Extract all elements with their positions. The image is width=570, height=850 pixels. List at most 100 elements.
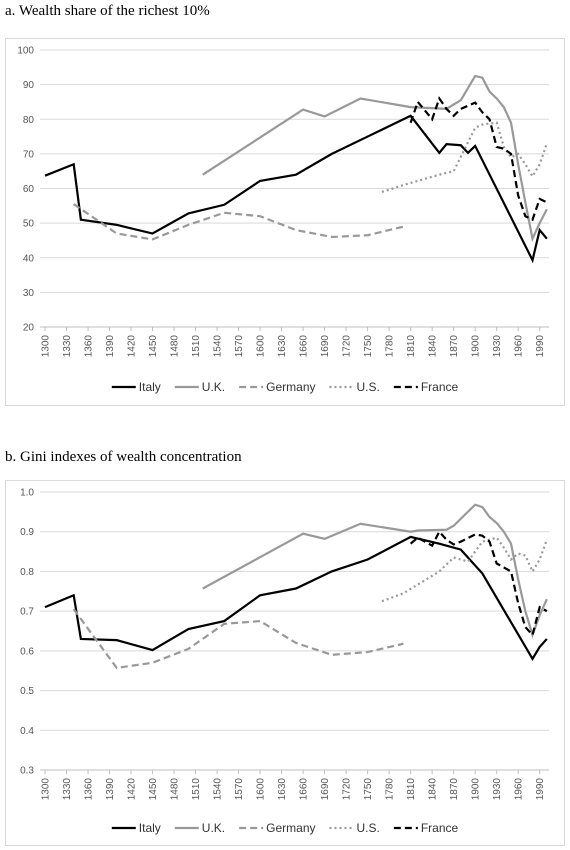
legend-item: France (393, 380, 459, 394)
legend-item: U.K. (174, 821, 225, 835)
legend-item: U.S. (329, 380, 380, 394)
y-tick-label: 50 (23, 219, 35, 230)
chart-title: a. Wealth share of the richest 10% (5, 3, 210, 19)
legend-label: France (421, 380, 459, 394)
series-line (73, 203, 404, 241)
series-line (44, 535, 548, 661)
x-tick-label: 1660 (299, 335, 310, 358)
x-tick-label: 1540 (213, 335, 224, 358)
y-tick-label: 0.9 (20, 527, 34, 538)
legend-label: France (421, 821, 459, 835)
x-tick-label: 1390 (105, 335, 116, 358)
legend-label: Germany (266, 380, 315, 394)
x-tick-label: 1630 (277, 778, 288, 801)
x-tick-label: 1870 (449, 778, 460, 801)
x-tick-label: 1780 (385, 778, 396, 801)
x-tick-label: 1510 (191, 778, 202, 801)
y-tick-label: 0.6 (20, 646, 34, 657)
x-tick-label: 1540 (213, 778, 224, 801)
x-tick-label: 1360 (84, 778, 95, 801)
legend-label: Italy (139, 380, 161, 394)
x-tick-label: 1600 (256, 335, 267, 358)
x-tick-label: 1990 (535, 778, 546, 801)
x-tick-label: 1900 (471, 778, 482, 801)
y-tick-label: 0.3 (20, 766, 34, 777)
y-tick-label: 80 (23, 115, 35, 126)
x-tick-label: 1690 (320, 778, 331, 801)
chart-frame (5, 38, 565, 406)
legend-label: U.K. (202, 821, 225, 835)
x-tick-label: 1360 (84, 335, 95, 358)
x-tick-label: 1660 (299, 778, 310, 801)
x-tick-label: 1330 (62, 778, 73, 801)
y-tick-label: 60 (23, 184, 35, 195)
x-tick-label: 1600 (256, 778, 267, 801)
x-tick-label: 1420 (127, 778, 138, 801)
x-tick-label: 1450 (148, 778, 159, 801)
y-tick-label: 0.5 (20, 686, 34, 697)
x-tick-label: 1720 (342, 778, 353, 801)
series-line (202, 503, 548, 639)
x-tick-label: 1750 (363, 335, 374, 358)
legend-label: U.K. (202, 380, 225, 394)
y-tick-label: 0.7 (20, 607, 34, 618)
y-tick-label: 0.4 (20, 726, 34, 737)
x-tick-label: 1570 (234, 778, 245, 801)
legend-item: Italy (111, 380, 161, 394)
x-tick-label: 1810 (406, 778, 417, 801)
series-line (44, 114, 548, 264)
y-tick-label: 1.0 (20, 488, 34, 499)
x-tick-label: 1330 (62, 335, 73, 358)
x-tick-label: 1750 (363, 778, 374, 801)
legend-item: France (393, 821, 459, 835)
x-tick-label: 1690 (320, 335, 331, 358)
x-tick-label: 1840 (428, 778, 439, 801)
y-tick-label: 90 (23, 80, 35, 91)
series-line (202, 74, 548, 243)
x-tick-label: 1930 (492, 778, 503, 801)
x-tick-label: 1960 (514, 335, 525, 358)
series-line (381, 121, 548, 194)
legend-item: Germany (239, 380, 316, 394)
chart-frame (5, 480, 565, 846)
x-tick-label: 1570 (234, 335, 245, 358)
legend-label: Germany (266, 821, 315, 835)
chart-title: b. Gini indexes of wealth concentration (5, 449, 242, 465)
x-tick-label: 1870 (449, 335, 460, 358)
x-tick-label: 1960 (514, 778, 525, 801)
x-tick-label: 1300 (41, 778, 52, 801)
series-line (381, 536, 548, 603)
chart-panel: b. Gini indexes of wealth concentration 0… (5, 449, 565, 846)
series-line (409, 529, 548, 638)
y-tick-label: 20 (23, 323, 35, 334)
x-tick-label: 1510 (191, 335, 202, 358)
x-tick-label: 1480 (170, 335, 181, 358)
y-tick-label: 30 (23, 288, 35, 299)
y-tick-label: 70 (23, 149, 35, 160)
x-tick-label: 1780 (385, 335, 396, 358)
x-tick-label: 1720 (342, 335, 353, 358)
y-tick-label: 100 (17, 46, 34, 57)
x-tick-label: 1900 (471, 335, 482, 358)
x-tick-label: 1450 (148, 335, 159, 358)
legend-label: Italy (139, 821, 161, 835)
legend-item: U.S. (329, 821, 380, 835)
legend-label: U.S. (357, 821, 380, 835)
legend-item: Italy (111, 821, 161, 835)
x-tick-label: 1810 (406, 335, 417, 358)
y-tick-label: 40 (23, 253, 35, 264)
x-tick-label: 1930 (492, 335, 503, 358)
x-tick-label: 1630 (277, 335, 288, 358)
legend-item: Germany (239, 821, 316, 835)
y-tick-label: 0.8 (20, 567, 34, 578)
x-tick-label: 1840 (428, 335, 439, 358)
x-tick-label: 1480 (170, 778, 181, 801)
x-tick-label: 1300 (41, 335, 52, 358)
chart-panel: a. Wealth share of the richest 10% 20 30 40… (5, 3, 565, 406)
legend-item: U.K. (174, 380, 225, 394)
series-line (72, 608, 404, 670)
legend-label: U.S. (357, 380, 380, 394)
series-line (409, 96, 548, 222)
